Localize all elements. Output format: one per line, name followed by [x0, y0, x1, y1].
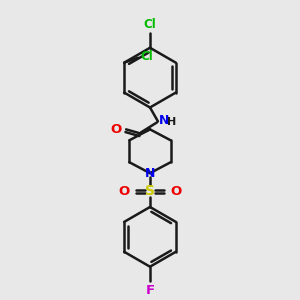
Text: H: H — [167, 117, 176, 128]
Text: O: O — [119, 184, 130, 198]
Text: O: O — [110, 123, 121, 136]
Text: Cl: Cl — [144, 18, 156, 31]
Text: N: N — [145, 167, 155, 180]
Text: Cl: Cl — [140, 50, 153, 63]
Text: S: S — [145, 184, 155, 198]
Text: N: N — [159, 114, 169, 127]
Text: F: F — [146, 284, 154, 297]
Text: O: O — [170, 184, 181, 198]
